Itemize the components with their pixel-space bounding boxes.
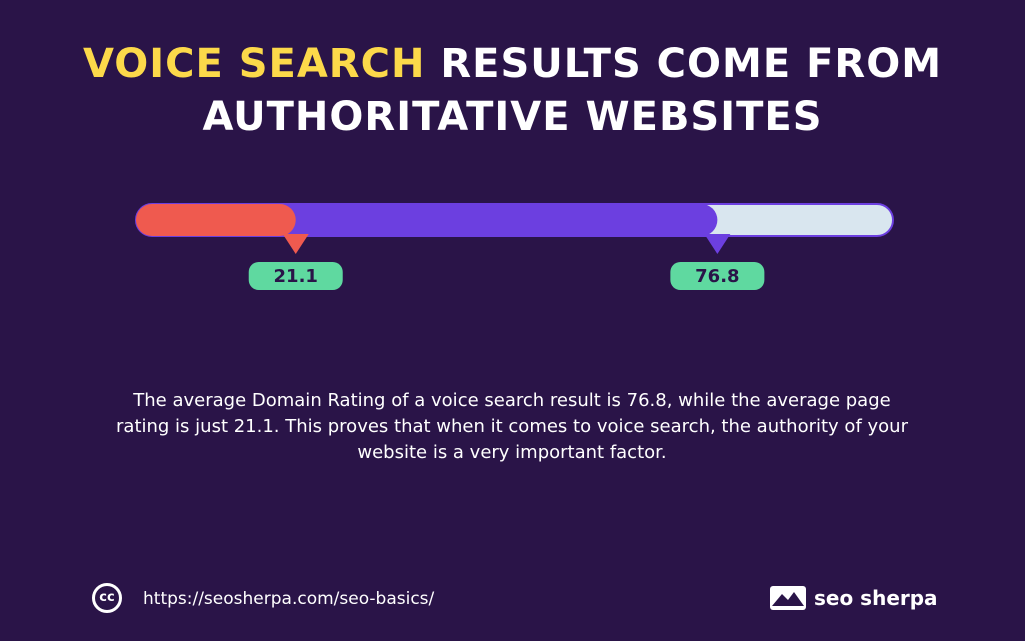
- cc-icon: cc: [92, 583, 122, 613]
- value-label: 76.8: [695, 266, 739, 287]
- logo-icon: [770, 586, 806, 610]
- pointer: [282, 234, 309, 254]
- pointer: [704, 234, 731, 254]
- title: VOICE SEARCH RESULTS COME FROM AUTHORITA…: [40, 38, 985, 144]
- title-rest: RESULTS COME FROM AUTHORITATIVE WEBSITES: [202, 41, 943, 140]
- title-highlight: VOICE SEARCH: [82, 41, 426, 87]
- source-url[interactable]: https://seosherpa.com/seo-basics/: [143, 589, 435, 609]
- description: The average Domain Rating of a voice sea…: [116, 390, 908, 463]
- logo: seo sherpa: [770, 586, 938, 610]
- logo-text: seo sherpa: [814, 586, 938, 610]
- value-pill: [670, 262, 765, 290]
- bar: [136, 204, 296, 236]
- value-pill: [248, 262, 343, 290]
- value-label: 21.1: [274, 266, 318, 287]
